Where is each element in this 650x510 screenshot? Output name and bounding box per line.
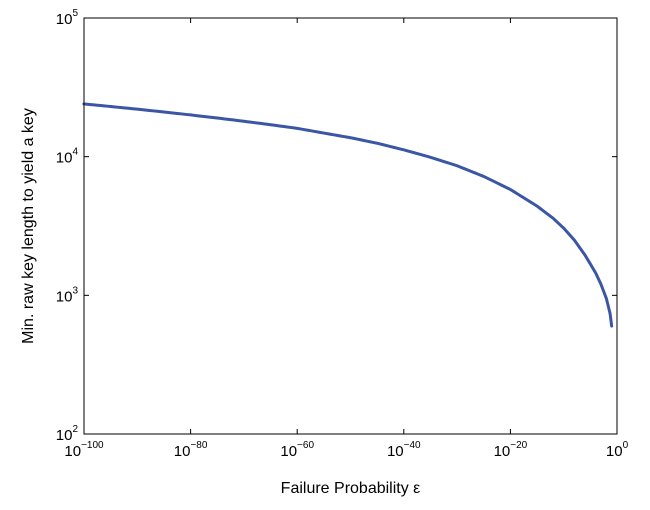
x-tick-label-3: 10−40	[387, 440, 421, 460]
x-tick-label-2: 10−60	[280, 440, 314, 460]
axes-box	[83, 17, 618, 435]
x-tick-label-5: 100	[606, 440, 629, 460]
x-axis-label: Failure Probability ε	[281, 480, 421, 497]
x-tick-label-0: 10−100	[64, 440, 104, 460]
x-tick-label-4: 10−20	[494, 440, 528, 460]
plot-area	[84, 18, 617, 434]
series-line-0	[82, 102, 614, 328]
x-tick-label-1: 10−80	[174, 440, 208, 460]
tick-labels-layer: 10−100 10−80 10−60 10−40 10−20 100 102 103 104 10…	[56, 8, 629, 460]
y-tick-label-3: 105	[56, 8, 79, 28]
y-tick-label-2: 104	[56, 147, 79, 167]
y-axis-label: Min. raw key length to yield a key	[20, 108, 37, 344]
series-layer	[82, 102, 614, 328]
y-tick-label-0: 102	[56, 424, 79, 444]
y-tick-label-1: 103	[56, 285, 79, 305]
